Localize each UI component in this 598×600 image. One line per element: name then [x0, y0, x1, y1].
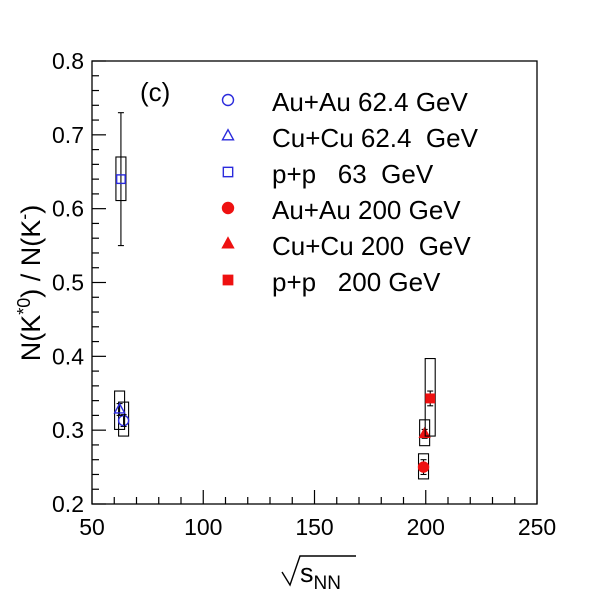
- data-marks: [113, 112, 436, 480]
- legend-marker: [221, 236, 235, 249]
- legend: Au+Au 62.4 GeV Cu+Cu 62.4 GeV p+p 63 GeV Au…: [221, 87, 479, 297]
- legend-marker: [222, 274, 234, 286]
- x-axis-title: sNN: [281, 555, 356, 594]
- series-1: [113, 390, 126, 430]
- series-3: [417, 453, 430, 480]
- x-tick-label: 100: [184, 514, 222, 540]
- data-point: [117, 414, 130, 427]
- y-tick-label: 0.8: [52, 48, 84, 74]
- x-tick-label: 50: [79, 514, 105, 540]
- data-point: [115, 174, 126, 185]
- legend-label: Cu+Cu 200 GeV: [272, 231, 471, 261]
- x-tick-label: 200: [407, 514, 445, 540]
- x-axis-ticks: 50 100 150 200 250: [79, 490, 556, 540]
- legend-label: Cu+Cu 62.4 GeV: [272, 123, 479, 153]
- legend-marker: [221, 93, 235, 107]
- series-0: [117, 401, 130, 437]
- legend-marker: [222, 166, 234, 178]
- systematic-error-box: [419, 419, 431, 447]
- svg-text:N(K*0) / N(K-): N(K*0) / N(K-): [14, 205, 46, 362]
- series-5: [424, 357, 436, 437]
- legend-label: Au+Au 200 GeV: [272, 195, 461, 225]
- x-tick-label: 150: [295, 514, 333, 540]
- systematic-error-box: [424, 357, 436, 437]
- data-point: [425, 393, 436, 404]
- y-tick-label: 0.5: [52, 270, 84, 296]
- data-point: [418, 426, 431, 439]
- systematic-error-box: [114, 390, 126, 430]
- legend-marker: [221, 201, 235, 215]
- data-point: [113, 402, 126, 414]
- data-point: [417, 461, 430, 473]
- y-tick-label: 0.7: [52, 122, 84, 148]
- y-tick-label: 0.2: [52, 491, 84, 517]
- y-tick-label: 0.6: [52, 196, 84, 222]
- series-2: [115, 112, 127, 247]
- y-axis-ticks: 0.2 0.3 0.4 0.5 0.6 0.7 0.8: [52, 48, 106, 517]
- legend-marker: [221, 128, 235, 141]
- legend-label: Au+Au 62.4 GeV: [272, 87, 469, 117]
- x-tick-label: 250: [518, 514, 556, 540]
- y-axis-title: N(K*0) / N(K-): [14, 205, 46, 362]
- legend-label: p+p 200 GeV: [272, 267, 441, 297]
- panel-label: (c): [140, 77, 170, 107]
- legend-label: p+p 63 GeV: [272, 159, 434, 189]
- y-tick-label: 0.4: [52, 343, 84, 369]
- y-tick-label: 0.3: [52, 417, 84, 443]
- series-4: [418, 419, 431, 447]
- svg-text:sNN: sNN: [300, 558, 341, 594]
